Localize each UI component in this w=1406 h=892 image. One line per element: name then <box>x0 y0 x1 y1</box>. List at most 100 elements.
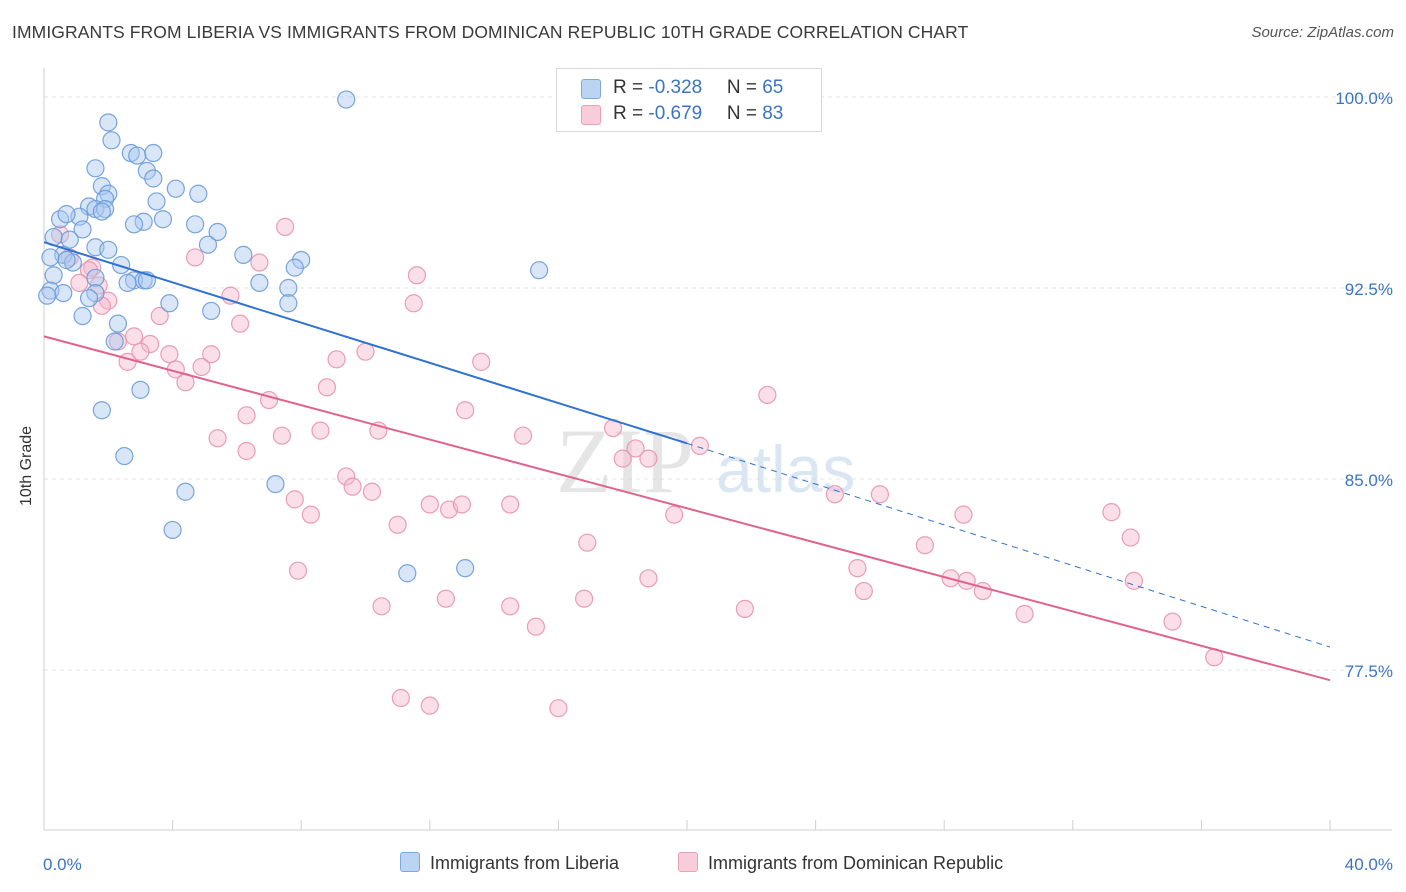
liberia-point <box>398 564 417 583</box>
liberia-point <box>153 210 173 229</box>
liberia-trend-line <box>43 241 688 445</box>
liberia-point <box>54 283 73 303</box>
legend-n-label: N = <box>726 77 763 98</box>
liberia-point <box>292 250 311 270</box>
legend-r-label: R = <box>613 77 649 98</box>
axes <box>43 68 1392 831</box>
liberia-point <box>44 266 63 285</box>
dominican-point <box>825 485 844 504</box>
liberia-point <box>99 184 118 203</box>
dominican-point <box>575 589 594 608</box>
bottom-legend-liberia: Immigrants from Liberia <box>400 852 619 874</box>
dominican-point <box>337 467 356 486</box>
legend-swatch-dominican <box>581 105 601 125</box>
liberia-point <box>124 215 144 234</box>
dominican-point <box>83 258 102 277</box>
liberia-point <box>250 273 269 293</box>
dominican-point <box>276 217 295 236</box>
liberia-point <box>86 268 105 287</box>
dominican-point <box>578 533 597 552</box>
dominican-point <box>472 352 491 371</box>
legend-n-value: 83 <box>762 103 784 124</box>
liberia-point <box>202 301 221 321</box>
liberia-point <box>163 520 182 540</box>
dominican-point <box>436 589 455 608</box>
dominican-point <box>250 253 269 272</box>
dominican-point <box>202 345 221 364</box>
dominican-point <box>140 334 160 354</box>
dominican-point <box>70 273 89 293</box>
liberia-point <box>166 179 185 198</box>
dominican-point <box>954 505 973 524</box>
liberia-point <box>92 401 111 420</box>
liberia-point <box>189 184 208 203</box>
liberia-point <box>279 294 298 313</box>
liberia-point <box>38 286 57 305</box>
bottom-legend-swatch-dominican <box>678 852 698 872</box>
series-liberia-points <box>38 90 549 583</box>
dominican-point <box>388 515 407 534</box>
dominican-point <box>356 342 375 361</box>
liberia-point <box>41 248 60 267</box>
dominican-point <box>118 352 137 371</box>
dominican-point <box>186 248 205 267</box>
liberia-point <box>95 199 115 219</box>
liberia-point <box>131 380 150 399</box>
dominican-point <box>131 342 150 361</box>
dominican-point <box>1102 503 1121 522</box>
liberia-point <box>160 294 179 313</box>
dominican-point <box>854 581 873 601</box>
y-axis-title: 10th Grade <box>18 425 35 506</box>
liberia-trend-extension <box>686 442 1331 648</box>
liberia-point <box>99 113 118 132</box>
dominican-point <box>327 350 346 369</box>
dominican-point <box>79 261 99 280</box>
dominican-point <box>639 449 658 468</box>
dominican-point <box>420 696 439 715</box>
dominican-point <box>288 561 308 580</box>
liberia-point <box>79 289 99 308</box>
dominican-point <box>690 436 709 455</box>
dominican-point <box>1121 528 1140 547</box>
liberia-point <box>128 146 147 165</box>
liberia-point <box>112 255 131 275</box>
chart-title: IMMIGRANTS FROM LIBERIA VS IMMIGRANTS FR… <box>12 22 969 42</box>
dominican-point <box>456 401 475 420</box>
liberia-point <box>456 559 475 578</box>
liberia-point <box>234 245 253 264</box>
dominican-point <box>237 441 256 461</box>
dominican-point <box>452 495 472 514</box>
liberia-point <box>337 90 356 109</box>
grid-lines <box>44 96 1392 671</box>
dominican-point <box>613 449 632 468</box>
dominican-point <box>915 536 935 555</box>
dominican-point <box>404 294 423 313</box>
dominican-trend-line <box>43 335 1331 682</box>
liberia-point <box>60 230 79 249</box>
liberia-point <box>57 205 76 224</box>
dominican-point <box>758 385 777 405</box>
legend-r-value: -0.679 <box>648 103 703 124</box>
bottom-legend-swatch-liberia <box>400 852 420 872</box>
dominican-point <box>665 505 684 524</box>
dominican-point <box>362 482 382 501</box>
dominican-point <box>301 505 320 524</box>
stats-legend: R = -0.328 N = 65 R = -0.679 N = 83 <box>556 68 822 132</box>
dominican-point <box>501 597 520 616</box>
dominican-point <box>1124 571 1143 590</box>
dominican-point <box>420 495 439 514</box>
liberia-point <box>86 159 105 178</box>
dominican-point <box>391 688 410 708</box>
dominican-point <box>372 597 391 616</box>
liberia-point <box>279 278 298 298</box>
y-tick-label: 85.0% <box>1345 471 1393 490</box>
dominican-point <box>1015 604 1034 624</box>
liberia-point <box>92 202 111 221</box>
watermark: ZIP atlas <box>556 410 855 512</box>
bottom-legend-label-dominican: Immigrants from Dominican Republic <box>708 853 1004 873</box>
liberia-point <box>147 192 166 211</box>
y-tick-label: 92.5% <box>1345 280 1393 299</box>
dominican-point <box>124 327 144 346</box>
liberia-point <box>73 306 92 326</box>
